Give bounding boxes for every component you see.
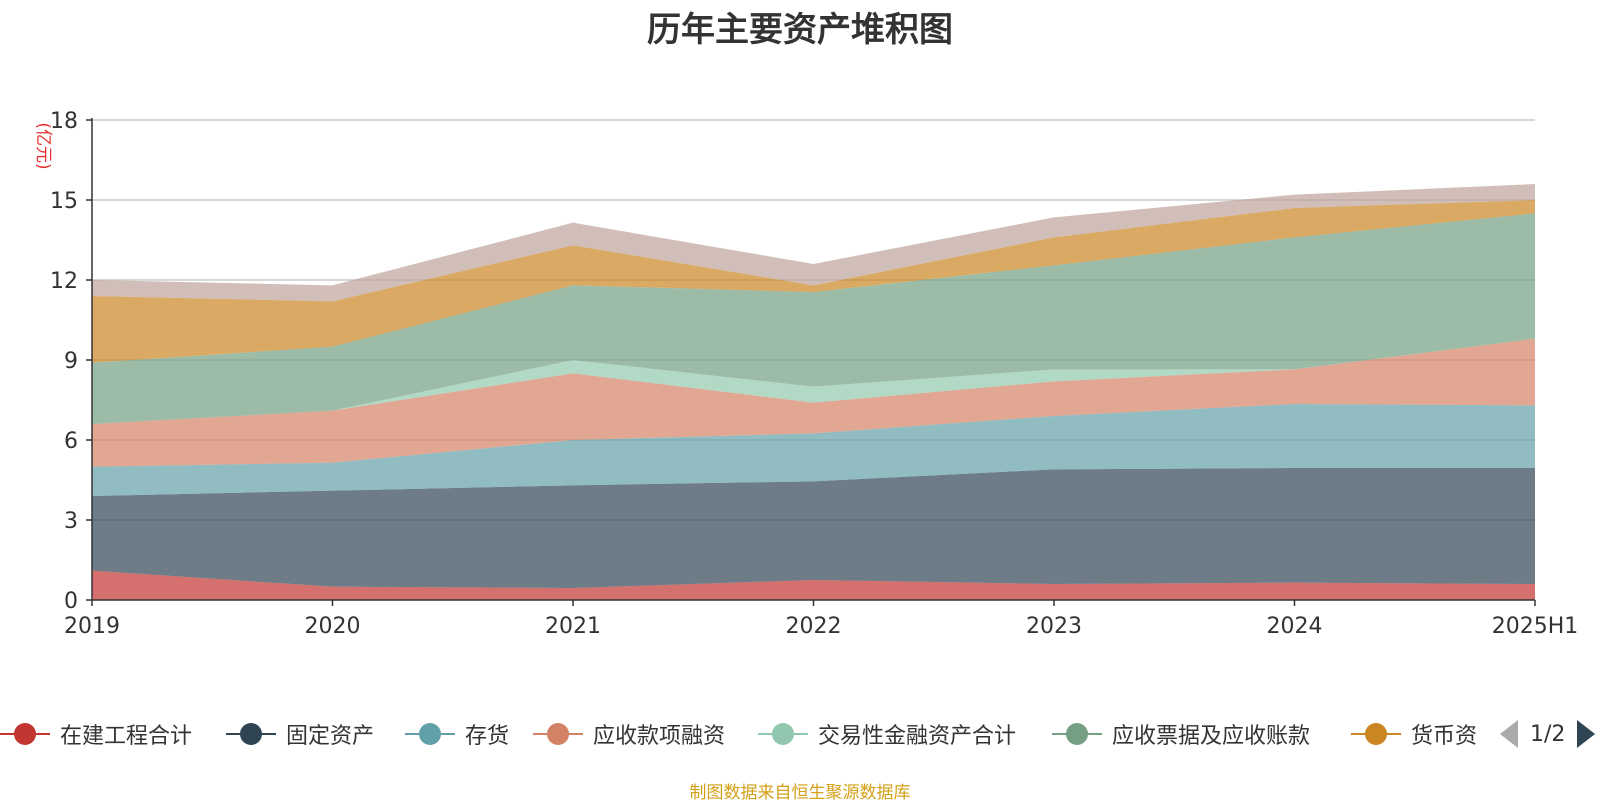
legend-label: 固定资产: [286, 724, 375, 749]
chevron-right-icon[interactable]: [1577, 720, 1596, 748]
y-tick-label: 6: [64, 429, 78, 454]
x-tick-label: 2025H1: [1492, 614, 1579, 639]
chart-title: 历年主要资产堆积图: [647, 10, 953, 50]
legend-item-fixed-assets[interactable]: 固定资产: [226, 716, 374, 752]
legend-marker-icon: [1351, 716, 1401, 752]
legend-marker-icon: [226, 716, 276, 752]
legend: 在建工程合计 固定资产 存货 应收款项融资 交易性金融资产合计 应收票据及应收账…: [0, 716, 1600, 752]
legend-label: 应收票据及应收账款: [1112, 724, 1311, 749]
x-tick-label: 2024: [1267, 614, 1323, 639]
legend-item-cash[interactable]: 货币资: [1351, 716, 1477, 752]
legend-label: 应收款项融资: [593, 724, 726, 749]
y-tick-label: 3: [64, 509, 78, 534]
legend-marker-icon: [0, 716, 50, 752]
data-source-note: 制图数据来自恒生聚源数据库: [689, 783, 911, 803]
area-series-6: [92, 200, 1535, 363]
y-tick-label: 12: [50, 269, 78, 294]
x-tick-label: 2022: [786, 614, 842, 639]
legend-pager: 1/2: [1500, 716, 1596, 752]
legend-marker-icon: [405, 716, 455, 752]
legend-marker-icon: [533, 716, 583, 752]
y-tick-label: 15: [50, 189, 78, 214]
legend-label: 存货: [465, 724, 510, 749]
y-axis-label: (亿元): [33, 122, 53, 169]
area-series-0: [92, 570, 1535, 600]
legend-item-receivables-financing[interactable]: 应收款项融资: [533, 716, 725, 752]
x-tick-label: 2019: [64, 614, 120, 639]
x-tick-label: 2021: [545, 614, 601, 639]
y-tick-label: 18: [50, 109, 78, 134]
legend-item-in-progress-construction[interactable]: 在建工程合计: [0, 716, 192, 752]
legend-page-indicator: 1/2: [1530, 721, 1566, 747]
chevron-left-icon[interactable]: [1500, 720, 1518, 748]
legend-label: 货币资: [1411, 724, 1478, 749]
legend-marker-icon: [758, 716, 808, 752]
legend-item-trading-financial-assets[interactable]: 交易性金融资产合计: [758, 716, 1016, 752]
legend-label: 在建工程合计: [60, 724, 193, 749]
x-tick-label: 2023: [1026, 614, 1082, 639]
y-tick-label: 9: [64, 349, 78, 374]
legend-item-notes-and-accounts-receivable[interactable]: 应收票据及应收账款: [1052, 716, 1310, 752]
area-series-5: [92, 213, 1535, 424]
legend-label: 交易性金融资产合计: [818, 724, 1017, 749]
legend-item-inventory[interactable]: 存货: [405, 716, 509, 752]
y-tick-label: 0: [64, 589, 78, 614]
area-series-1: [92, 468, 1535, 588]
x-tick-label: 2020: [305, 614, 361, 639]
area-series-7: [92, 184, 1535, 302]
legend-marker-icon: [1052, 716, 1102, 752]
chart-plot: 0 3 6 9 12 15 18 2019 2020 2021 2022 2023 2024 2025H1…: [33, 109, 1579, 639]
area-series-2: [92, 404, 1535, 496]
